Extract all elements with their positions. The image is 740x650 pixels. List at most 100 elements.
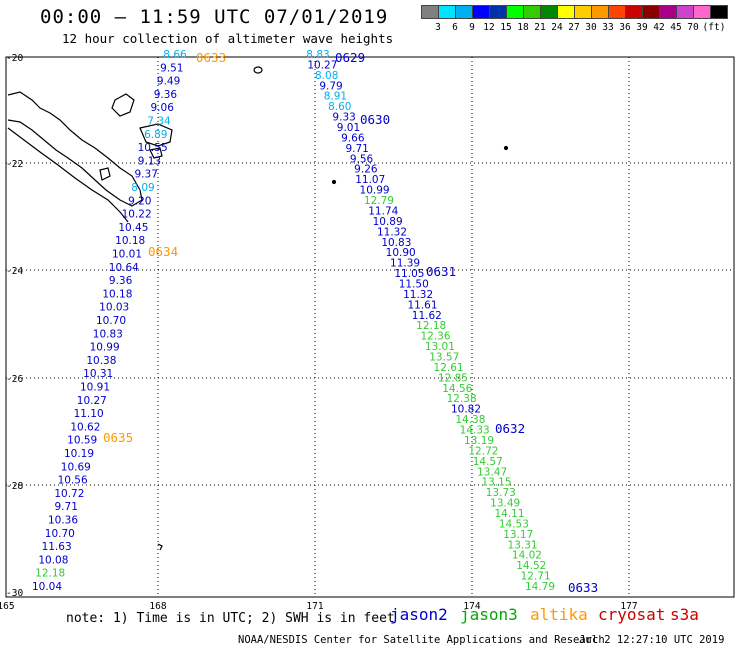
swh-value: 9.79 xyxy=(319,80,342,92)
swh-value: 10.64 xyxy=(109,262,139,274)
track-time-label: 0631 xyxy=(426,264,456,279)
altimeter-tracks: 8.669.519.499.369.067.346.8910.559.139.3… xyxy=(32,49,598,595)
scale-label: 30 xyxy=(585,22,597,33)
swh-value: 10.82 xyxy=(451,404,481,416)
swh-value: 10.18 xyxy=(102,288,132,300)
swh-value: 10.03 xyxy=(99,302,129,314)
latitude-label: -26 xyxy=(6,374,23,385)
swh-value: 6.89 xyxy=(144,129,167,141)
scale-label: 15 xyxy=(500,22,512,33)
swh-value: 11.74 xyxy=(368,205,398,217)
swh-value: 8.91 xyxy=(324,91,347,103)
swh-value: 10.69 xyxy=(61,461,91,473)
swh-value: 10.90 xyxy=(386,247,416,259)
track-time-label: 0635 xyxy=(103,430,133,445)
longitude-label: 171 xyxy=(306,601,323,612)
latitude-label: -28 xyxy=(6,481,23,492)
swh-value: 10.04 xyxy=(32,581,62,593)
scale-label: 24 xyxy=(551,22,563,33)
swh-value: 14.56 xyxy=(442,383,472,395)
satellite-cryosat: cryosat xyxy=(598,605,666,624)
track-time-label: 0632 xyxy=(495,421,525,436)
scale-label: 42 xyxy=(653,22,665,33)
swh-value: 9.33 xyxy=(332,112,355,124)
scale-label: 33 xyxy=(602,22,614,33)
swh-value: 10.83 xyxy=(381,237,411,249)
latitude-label: -22 xyxy=(6,159,23,170)
scale-label: 9 xyxy=(469,22,475,33)
scale-swatch xyxy=(710,5,728,19)
swh-value: 10.83 xyxy=(93,328,123,340)
latitude-labels: -20 -22 -24 -26 -28 -30 xyxy=(6,53,23,599)
page-title: 00:00 – 11:59 UTC 07/01/2019 xyxy=(40,6,389,28)
swh-value: 12.18 xyxy=(35,568,65,580)
satellite-s3a: s3a xyxy=(670,605,699,624)
swh-value: 10.22 xyxy=(122,209,152,221)
credit-line: NOAA/NESDIS Center for Satellite Applica… xyxy=(238,634,605,646)
satellite-jason2: jason2 xyxy=(390,605,448,624)
swh-value: 12.61 xyxy=(434,362,464,374)
swh-value: 10.08 xyxy=(38,554,68,566)
longitude-label: 165 xyxy=(0,601,15,612)
longitude-label: 177 xyxy=(620,601,637,612)
swh-value: 11.39 xyxy=(390,258,420,270)
swh-value: 10.27 xyxy=(307,59,337,71)
scale-label: 18 xyxy=(517,22,529,33)
track-time-label: 0633 xyxy=(568,580,598,595)
swh-value: 8.08 xyxy=(315,70,338,82)
swh-value: 9.01 xyxy=(337,122,360,134)
swh-value: 13.17 xyxy=(503,529,533,541)
map-frame xyxy=(5,56,735,598)
swh-value: 7.34 xyxy=(147,116,171,128)
swh-value: 10.27 xyxy=(77,395,107,407)
graticule xyxy=(6,57,734,597)
swh-value: 10.18 xyxy=(115,235,145,247)
swh-value: 14.02 xyxy=(512,550,542,562)
swh-value: 10.01 xyxy=(112,249,142,261)
swh-value: 10.70 xyxy=(96,315,126,327)
swh-value: 14.79 xyxy=(525,581,555,593)
latitude-label: -24 xyxy=(6,266,23,277)
swh-value: 13.19 xyxy=(464,435,494,447)
swh-value: 14.33 xyxy=(460,425,490,437)
swh-value: 8.60 xyxy=(328,101,351,113)
swh-value: 10.99 xyxy=(90,342,120,354)
swh-value: 13.15 xyxy=(481,477,511,489)
swh-value: 10.56 xyxy=(58,475,88,487)
swh-value: 10.70 xyxy=(45,528,75,540)
swh-value: 10.55 xyxy=(138,142,168,154)
swh-value: 11.62 xyxy=(412,310,442,322)
swh-value: 11.07 xyxy=(355,174,385,186)
swh-value: 13.47 xyxy=(477,466,507,478)
swh-value: 9.37 xyxy=(135,169,158,181)
swh-value: 10.45 xyxy=(118,222,148,234)
swh-value: 10.31 xyxy=(83,368,113,380)
swh-value: 10.89 xyxy=(373,216,403,228)
swh-value: 13.31 xyxy=(508,539,538,551)
swh-value: 9.36 xyxy=(154,89,178,101)
swh-value: 12.36 xyxy=(420,331,450,343)
scale-unit: (ft) xyxy=(702,22,726,33)
scale-label: 70 xyxy=(687,22,699,33)
swh-value: 13.73 xyxy=(486,487,516,499)
swh-value: 12.72 xyxy=(468,445,498,457)
swh-value: 10.19 xyxy=(64,448,94,460)
scale-label: 39 xyxy=(636,22,648,33)
swh-value: 11.32 xyxy=(403,289,433,301)
swh-value: 10.99 xyxy=(360,185,390,197)
swh-value: 14.38 xyxy=(455,414,485,426)
swh-value: 13.01 xyxy=(425,341,455,353)
swh-value: 12.71 xyxy=(521,571,551,583)
track-time-label: 0634 xyxy=(148,244,178,259)
swh-value: 11.10 xyxy=(74,408,104,420)
swh-value: 9.49 xyxy=(157,76,180,88)
swh-value: 10.91 xyxy=(80,382,110,394)
scale-label: 6 xyxy=(452,22,458,33)
satellite-altika: altika xyxy=(530,605,588,624)
latitude-label: -20 xyxy=(6,53,23,64)
swh-value: 10.59 xyxy=(67,435,97,447)
swh-value: 14.11 xyxy=(494,508,524,520)
scale-label: 45 xyxy=(670,22,682,33)
track-time-label: 0629 xyxy=(335,50,365,65)
